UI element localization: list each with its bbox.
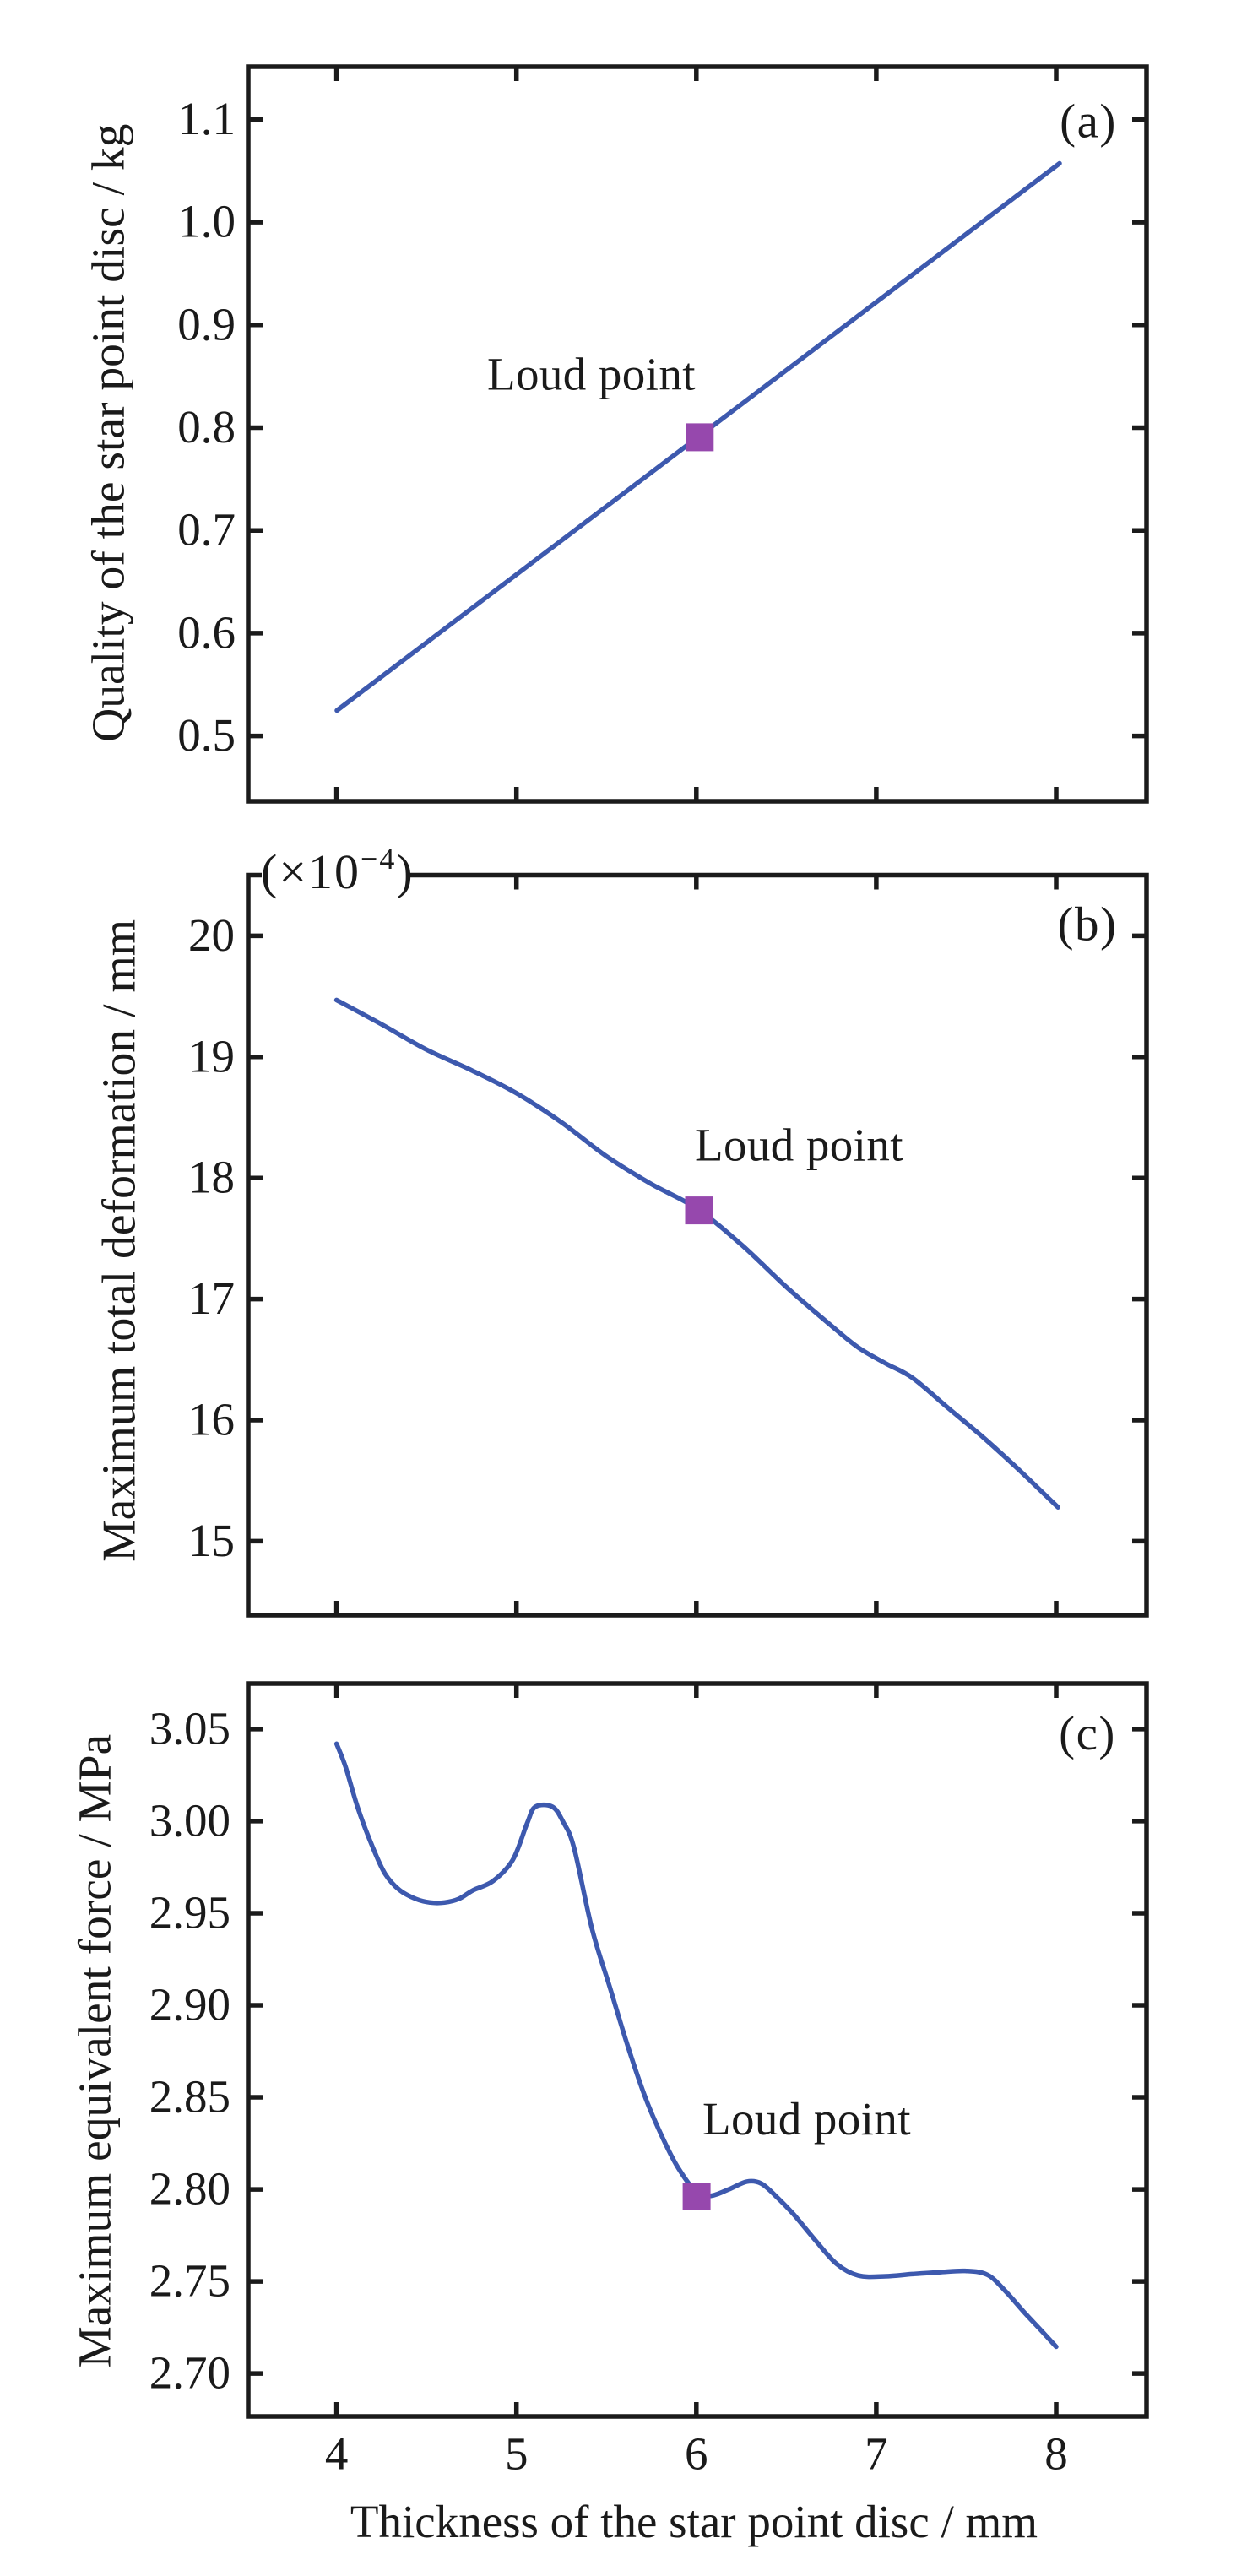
svg-text:2.70: 2.70 xyxy=(149,2347,230,2399)
svg-text:Loud point: Loud point xyxy=(702,2093,911,2145)
svg-text:Quality of the star point disc: Quality of the star point disc / kg xyxy=(84,124,135,742)
svg-text:0.8: 0.8 xyxy=(177,401,236,453)
svg-text:2.95: 2.95 xyxy=(149,1887,230,1939)
svg-text:0.7: 0.7 xyxy=(177,504,236,556)
svg-text:2.80: 2.80 xyxy=(149,2163,230,2215)
svg-text:3.05: 3.05 xyxy=(149,1702,230,1754)
svg-text:2.75: 2.75 xyxy=(149,2255,230,2307)
svg-text:4: 4 xyxy=(325,2427,349,2479)
svg-text:Maximum equivalent force / MPa: Maximum equivalent force / MPa xyxy=(69,1734,121,2368)
svg-text:15: 15 xyxy=(188,1515,235,1566)
svg-text:20: 20 xyxy=(188,909,235,961)
svg-text:1.0: 1.0 xyxy=(177,196,236,247)
svg-text:5: 5 xyxy=(505,2427,529,2479)
svg-text:Thickness of the star point di: Thickness of the star point disc / mm xyxy=(350,2496,1038,2547)
svg-text:8: 8 xyxy=(1044,2427,1068,2479)
svg-text:7: 7 xyxy=(865,2427,888,2479)
svg-text:(b): (b) xyxy=(1058,898,1118,952)
svg-text:2.85: 2.85 xyxy=(149,2071,230,2123)
svg-text:Maximum total deformation / mm: Maximum total deformation / mm xyxy=(93,919,145,1562)
svg-text:(c): (c) xyxy=(1059,1707,1116,1760)
svg-text:2.90: 2.90 xyxy=(149,1979,230,2031)
svg-text:18: 18 xyxy=(188,1152,235,1203)
svg-text:Loud point: Loud point xyxy=(695,1120,903,1171)
svg-text:1.1: 1.1 xyxy=(177,93,236,144)
svg-text:0.6: 0.6 xyxy=(177,606,236,658)
svg-text:17: 17 xyxy=(188,1272,235,1324)
svg-text:16: 16 xyxy=(188,1394,235,1445)
svg-text:0.5: 0.5 xyxy=(177,709,236,761)
svg-text:6: 6 xyxy=(685,2427,708,2479)
svg-text:(a): (a) xyxy=(1060,95,1117,149)
svg-text:3.00: 3.00 xyxy=(149,1794,230,1846)
svg-text:Loud point: Loud point xyxy=(487,348,696,399)
svg-text:0.9: 0.9 xyxy=(177,298,236,350)
svg-text:19: 19 xyxy=(188,1030,235,1082)
